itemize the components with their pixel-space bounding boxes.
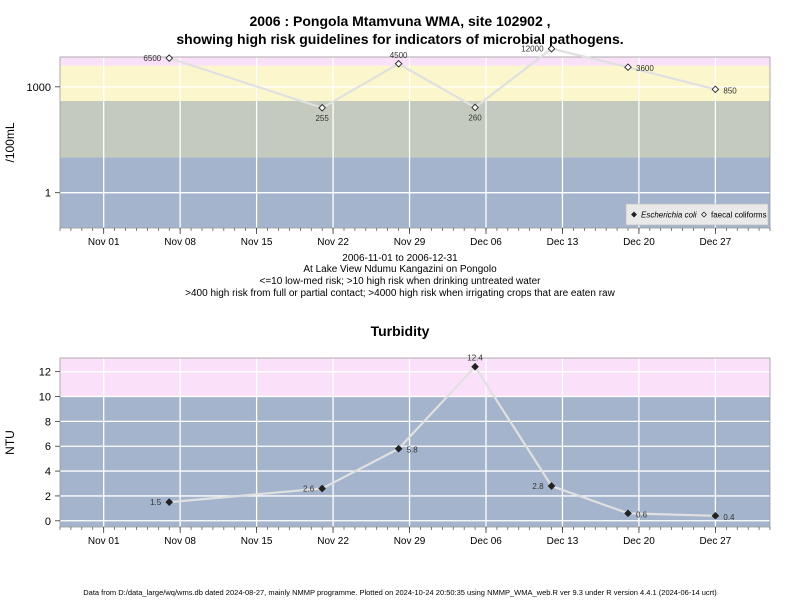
x-tick-label: Dec 13 — [547, 536, 579, 547]
y-tick-label: 1 — [45, 188, 51, 200]
data-point — [624, 63, 632, 72]
x-tick-label: Dec 20 — [623, 237, 655, 248]
risk-band — [60, 396, 770, 527]
legend-box — [625, 203, 769, 226]
x-tick-label: Nov 22 — [317, 237, 349, 248]
y-tick-label: 10 — [39, 392, 51, 404]
data-label: 2.6 — [303, 484, 315, 493]
x-tick-label: Nov 08 — [164, 536, 196, 547]
x-tick-label: Dec 27 — [700, 536, 732, 547]
data-point — [711, 511, 720, 520]
data-point — [394, 444, 403, 453]
y-tick-label: 1000 — [27, 82, 51, 94]
chart-2: Nov 01 Nov 08 Nov 15 Nov 22 Nov 29 Dec 06 Dec … — [3, 354, 771, 547]
data-point — [547, 482, 556, 490]
y-tick-label: 8 — [45, 416, 51, 428]
chart-title-line2: showing high risk guidelines for indicat… — [176, 31, 624, 47]
x-tick-label: Dec 06 — [470, 536, 502, 547]
y-tick-label: 4 — [45, 466, 51, 478]
site-description: At Lake View Ndumu Kangazini on Pongolo — [303, 264, 497, 275]
risk-band — [60, 100, 770, 158]
y-tick-label: 6 — [45, 441, 51, 453]
data-point — [318, 103, 326, 112]
data-point — [471, 103, 479, 112]
legend-label: faecal coliforms — [711, 211, 767, 220]
legend: Escherichia coli faecal coliforms — [625, 203, 769, 226]
risk-band — [60, 57, 770, 66]
risk-band — [60, 358, 770, 397]
chart-title-line1: 2006 : Pongola Mtamvuna WMA, site 102902… — [249, 13, 551, 29]
x-tick-label: Dec 20 — [623, 536, 655, 547]
data-label: 850 — [723, 86, 737, 95]
data-label: 255 — [315, 114, 329, 123]
risk-band — [60, 65, 770, 101]
plot-frame — [59, 357, 771, 528]
data-point — [165, 498, 174, 506]
data-label: 6500 — [143, 54, 161, 63]
x-tick-label: Nov 01 — [88, 237, 120, 248]
x-tick-label: Nov 22 — [317, 536, 349, 547]
data-point — [711, 85, 720, 94]
data-label: 5.8 — [407, 446, 419, 455]
data-label: 260 — [468, 113, 482, 122]
x-tick-label: Nov 29 — [394, 536, 426, 547]
x-tick-label: Nov 08 — [164, 237, 196, 248]
y-axis-label: NTU — [3, 430, 17, 455]
y-tick-label: 2 — [45, 491, 51, 503]
risk-note-drinking: <=10 low-med risk; >10 high risk when dr… — [259, 276, 541, 287]
data-point — [318, 484, 326, 493]
footer-note: Data from D:/data_large/wq/wms.db dated … — [83, 588, 717, 597]
legend-marker — [701, 211, 707, 218]
x-tick-label: Dec 06 — [470, 237, 502, 248]
data-label: 1.5 — [150, 498, 162, 507]
data-label: 4500 — [390, 51, 408, 60]
x-tick-label: Dec 13 — [547, 237, 579, 248]
data-point — [394, 59, 403, 68]
data-label: 3600 — [636, 64, 654, 73]
turbidity-title: Turbidity — [370, 323, 430, 339]
data-label: 12000 — [521, 45, 544, 54]
legend-label: Escherichia coli — [641, 211, 697, 220]
risk-note-contact: >400 high risk from full or partial cont… — [185, 288, 615, 299]
data-point — [547, 44, 556, 53]
plot-frame — [59, 56, 771, 229]
x-tick-label: Nov 29 — [394, 237, 426, 248]
data-label: 12.4 — [467, 354, 483, 363]
y-axis-label: /100mL — [3, 122, 17, 162]
x-tick-label: Nov 01 — [88, 536, 120, 547]
y-tick-label: 0 — [45, 516, 51, 528]
data-label: 2.8 — [532, 482, 544, 491]
y-tick-label: 12 — [39, 367, 51, 379]
x-tick-label: Nov 15 — [241, 536, 273, 547]
data-label: 0.6 — [636, 510, 648, 519]
legend-marker — [631, 211, 637, 218]
data-point — [471, 362, 479, 371]
data-point — [624, 509, 632, 518]
data-point — [165, 54, 174, 62]
date-range: 2006-11-01 to 2006-12-31 — [342, 253, 458, 264]
chart-1: Nov 01 Nov 08 Nov 15 Nov 22 Nov 29 Dec 06 Dec … — [3, 44, 771, 248]
x-tick-label: Nov 15 — [241, 237, 273, 248]
data-label: 0.4 — [723, 513, 735, 522]
x-tick-label: Dec 27 — [700, 237, 732, 248]
